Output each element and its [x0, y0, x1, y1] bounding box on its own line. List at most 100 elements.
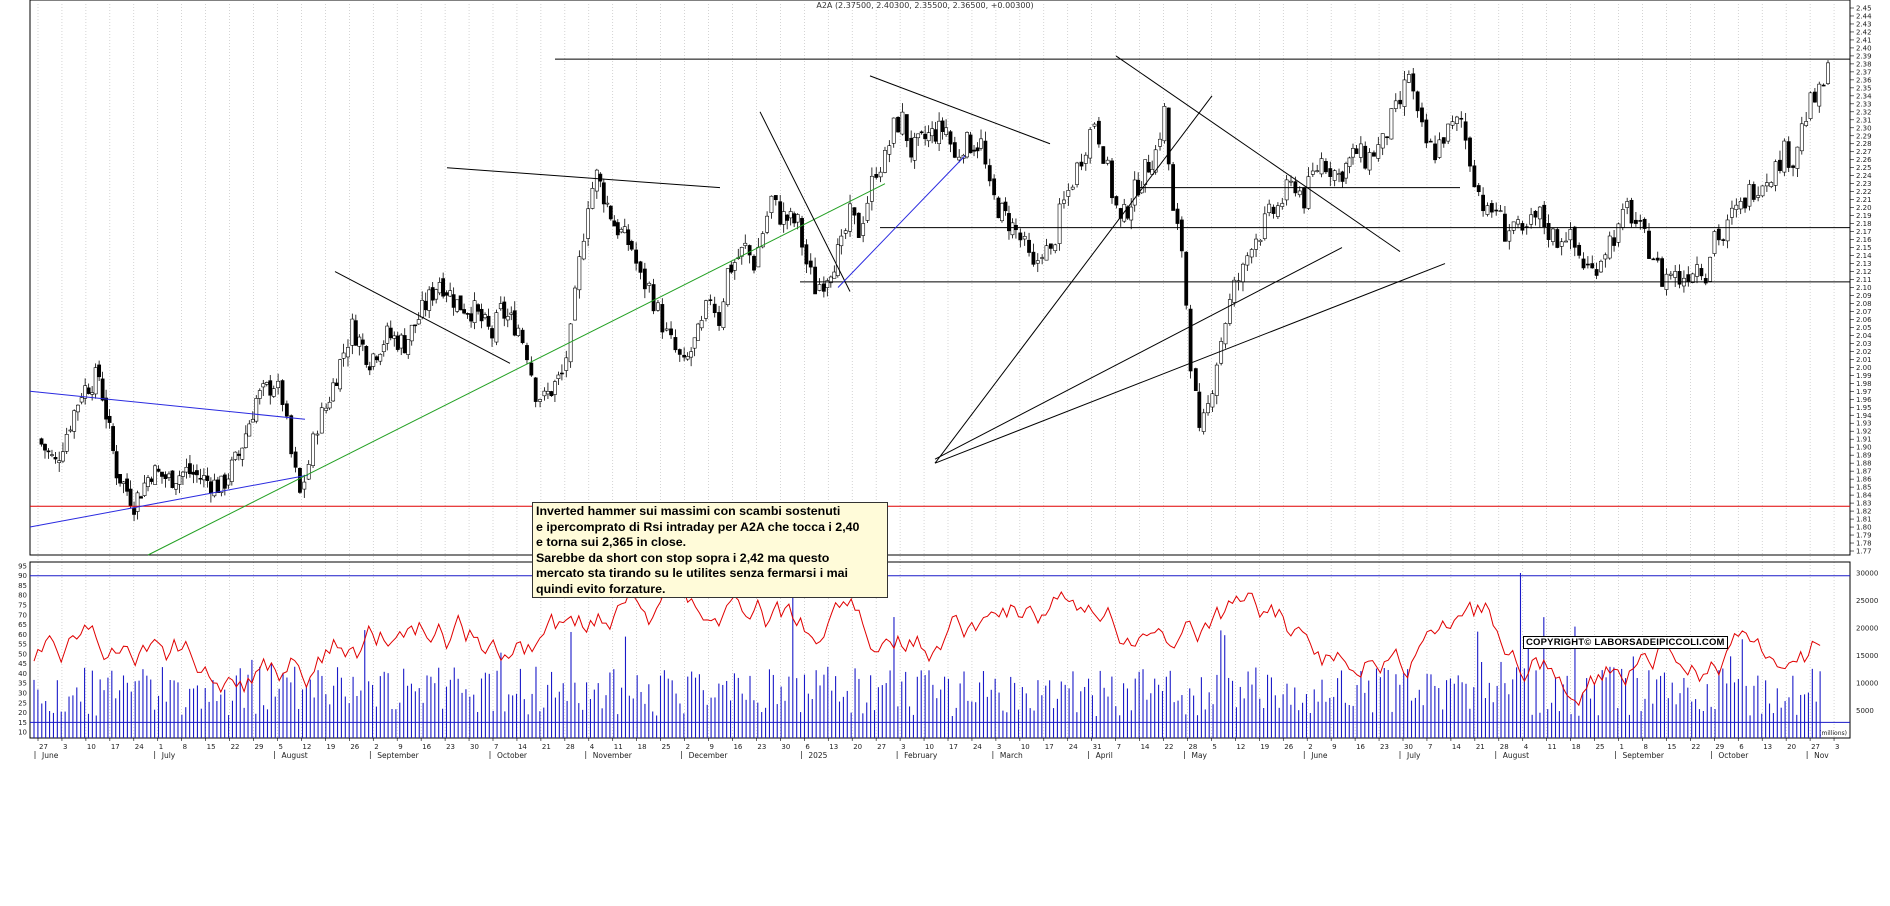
candle-body [708, 299, 713, 302]
candle-body [1489, 203, 1494, 213]
x-tick-label: 22 [1691, 743, 1700, 751]
candle-body [1219, 341, 1224, 364]
candle-body [177, 475, 182, 485]
candle-body [673, 337, 678, 351]
candle-body [163, 474, 168, 480]
x-tick-label: 3 [901, 743, 905, 751]
candle-body [1010, 222, 1015, 236]
candle-body [1690, 273, 1695, 283]
candle-body [1262, 213, 1267, 239]
candle-body [402, 335, 407, 354]
candle-body [430, 287, 435, 301]
candle-body [1066, 190, 1071, 197]
candle-body [987, 165, 992, 182]
candle-body [1655, 257, 1660, 261]
candle-body [319, 407, 324, 434]
candle-body [331, 382, 336, 402]
candle-body [469, 313, 473, 322]
candle-body [451, 294, 456, 308]
price-tick-label: 2.35 [1856, 84, 1872, 92]
candle-body [1044, 245, 1049, 261]
candle-body [1393, 100, 1398, 109]
x-tick-label: 19 [1260, 743, 1269, 751]
candle-body [198, 477, 203, 480]
x-tick-label: 11 [1548, 743, 1557, 751]
month-label: August [281, 751, 307, 760]
x-tick-label: 27 [1811, 743, 1820, 751]
volume-tick-label: 25000 [1856, 597, 1878, 605]
candle-body [769, 195, 774, 213]
candle-body [188, 463, 192, 475]
candle-body [247, 423, 252, 437]
annotation-line: quindi evito forzature. [536, 581, 666, 596]
price-tick-label: 2.26 [1856, 156, 1872, 164]
price-tick-label: 2.43 [1856, 20, 1872, 28]
month-label: June [41, 751, 59, 760]
candle-body [1175, 208, 1180, 224]
volume-tick-label: 30000 [1856, 570, 1878, 578]
candle-body [553, 381, 557, 395]
price-tick-label: 2.31 [1856, 116, 1872, 124]
candle-body [413, 324, 418, 327]
x-tick-label: 19 [326, 743, 335, 751]
trendline [934, 247, 1343, 460]
candle-body [828, 276, 833, 284]
candle-body [957, 156, 962, 161]
candle-body [520, 329, 525, 344]
price-tick-label: 2.06 [1856, 316, 1872, 324]
candle-body [590, 188, 595, 209]
candle-body [760, 233, 765, 248]
candle-body [167, 473, 171, 478]
candle-body [549, 391, 554, 397]
candle-body [1481, 194, 1485, 212]
candle-body [324, 407, 329, 411]
candle-body [896, 116, 900, 133]
price-tick-label: 2.33 [1856, 100, 1872, 108]
price-tick-label: 1.91 [1856, 436, 1872, 444]
candle-body [1485, 205, 1490, 215]
candle-body [437, 282, 442, 294]
price-tick-label: 2.12 [1856, 268, 1872, 276]
candle-body [965, 132, 969, 158]
candle-body [732, 262, 737, 271]
candle-body [399, 334, 404, 349]
candle-body [353, 320, 358, 346]
month-label: November [593, 751, 633, 760]
candle-body [1773, 161, 1778, 186]
month-label: October [1718, 751, 1749, 760]
candle-body [280, 380, 285, 405]
candle-body [808, 260, 813, 268]
candle-body [1367, 152, 1372, 171]
candle-body [529, 362, 534, 376]
candle-body [721, 301, 726, 328]
candle-body [264, 382, 269, 385]
volume-unit-label: (millions) [1819, 730, 1847, 737]
x-tick-label: 3 [63, 743, 67, 751]
candle-body [848, 203, 852, 232]
candle-body [1826, 62, 1830, 84]
trendline [29, 474, 309, 528]
candle-body [869, 175, 874, 202]
x-tick-label: 10 [925, 743, 934, 751]
month-label: June [1310, 751, 1328, 760]
candle-body [364, 346, 369, 365]
candle-body [420, 299, 425, 318]
candle-body [1607, 235, 1612, 259]
candle-body [752, 255, 756, 271]
candle-body [904, 114, 909, 141]
x-tick-label: 10 [1021, 743, 1030, 751]
x-tick-label: 11 [614, 743, 623, 751]
candle-body [202, 475, 206, 481]
candle-body [1000, 202, 1004, 222]
candle-body [626, 229, 631, 246]
candle-body [289, 415, 294, 455]
candle-body [1599, 260, 1603, 273]
candle-body [948, 131, 953, 145]
candle-body [930, 128, 935, 137]
x-tick-label: 21 [1476, 743, 1485, 751]
candle-body [118, 474, 122, 484]
rsi-tick-label: 20 [18, 709, 27, 717]
candle-body [261, 383, 266, 388]
candle-body [1782, 140, 1787, 173]
candle-body [1337, 173, 1341, 175]
